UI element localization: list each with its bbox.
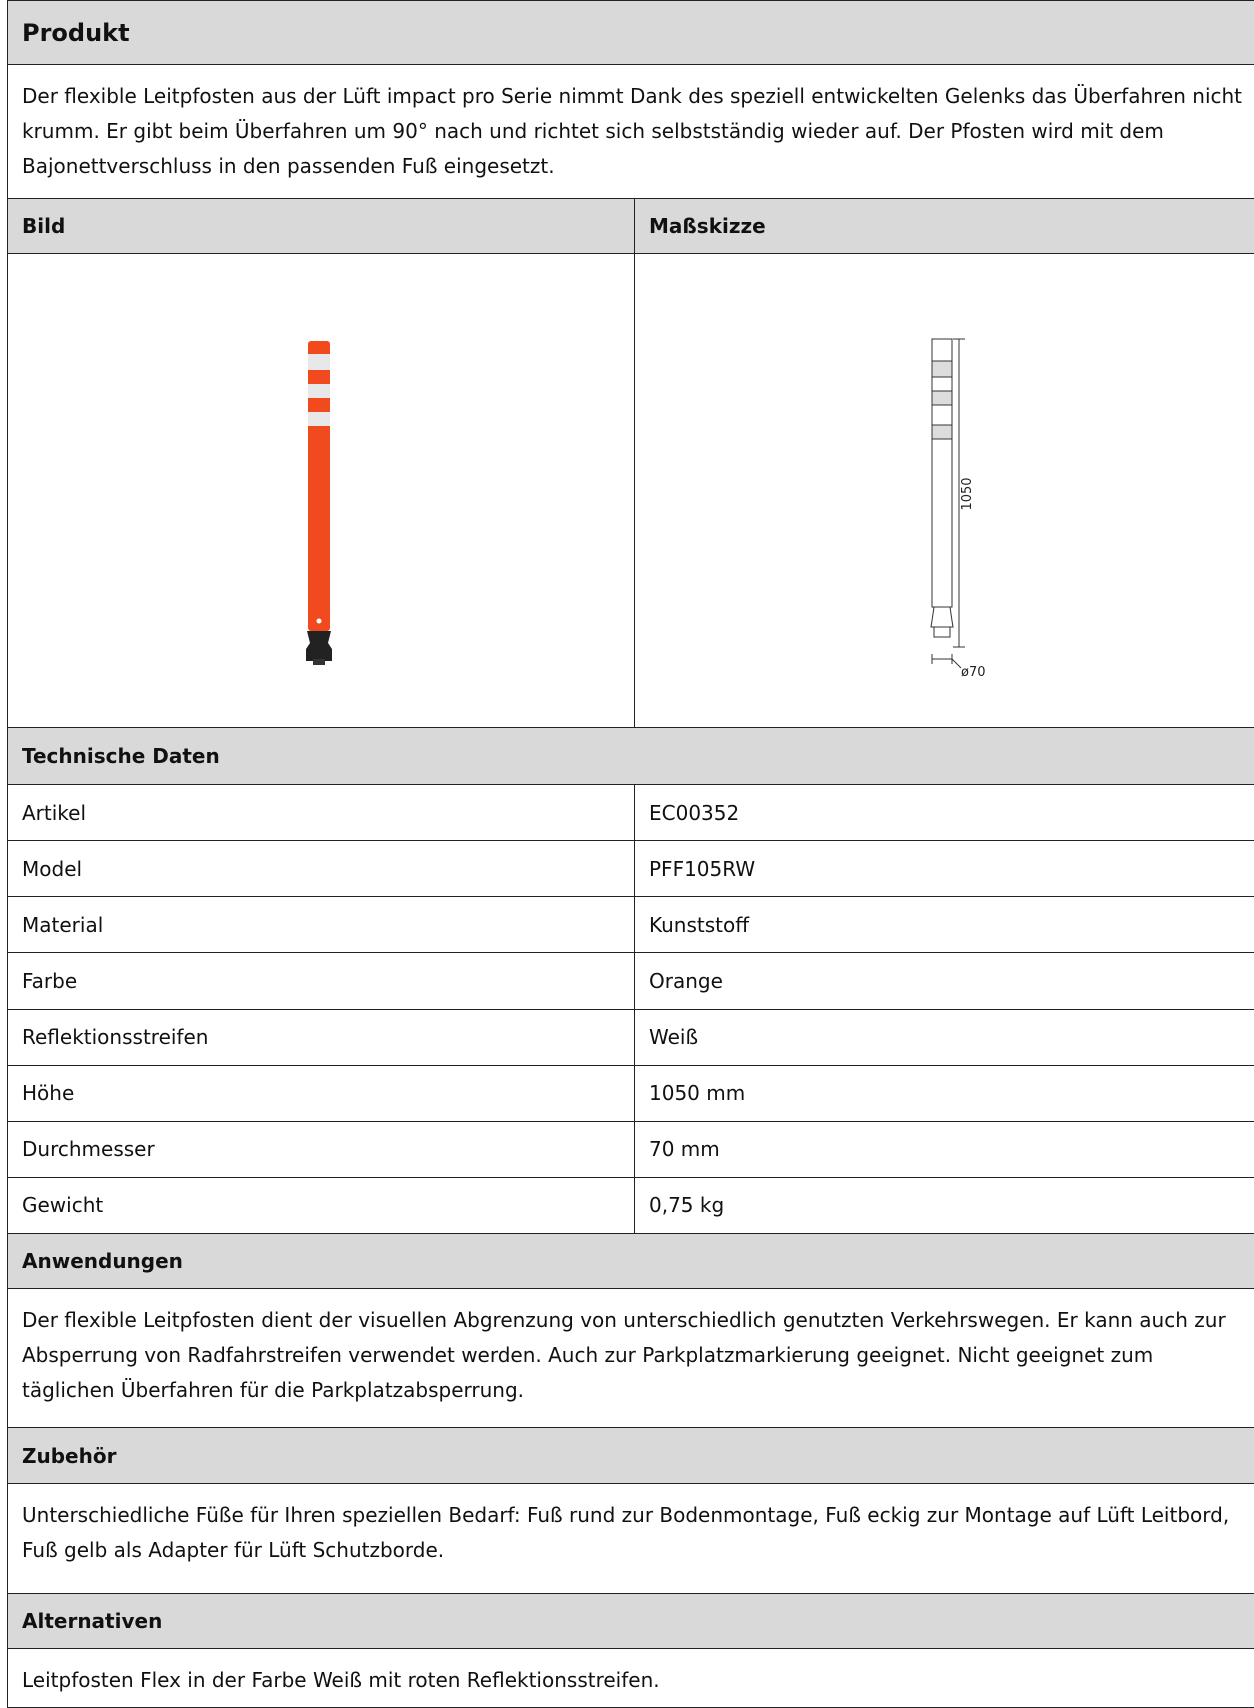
technical-title: Technische Daten bbox=[7, 727, 1254, 785]
applications-text: Der flexible Leitpfosten dient der visue… bbox=[7, 1288, 1254, 1428]
tech-label: Reflektionsstreifen bbox=[7, 1008, 635, 1066]
image-cell bbox=[7, 253, 635, 728]
tech-label: Model bbox=[7, 840, 635, 898]
tech-value: Orange bbox=[634, 952, 1254, 1010]
tech-label: Farbe bbox=[7, 952, 635, 1010]
alternatives-text: Leitpfosten Flex in der Farbe Weiß mit r… bbox=[7, 1648, 1254, 1708]
tech-value: EC00352 bbox=[634, 784, 1254, 842]
tech-value: 70 mm bbox=[634, 1120, 1254, 1178]
sketch-header: Maßskizze bbox=[634, 198, 1254, 254]
tech-label: Durchmesser bbox=[7, 1120, 635, 1178]
tech-value: Kunststoff bbox=[634, 896, 1254, 954]
header-title: Produkt bbox=[7, 0, 1254, 65]
tech-label: Material bbox=[7, 896, 635, 954]
alternatives-title: Alternativen bbox=[7, 1593, 1254, 1649]
tech-label: Höhe bbox=[7, 1064, 635, 1122]
height-label: 1050 bbox=[960, 477, 975, 510]
sketch-cell: 1050 ø70 bbox=[634, 253, 1254, 728]
tech-value: 1050 mm bbox=[634, 1064, 1254, 1122]
diameter-label: ø70 bbox=[961, 665, 986, 680]
tech-value: Weiß bbox=[634, 1008, 1254, 1066]
tech-value: PFF105RW bbox=[634, 840, 1254, 898]
description: Der flexible Leitpfosten aus der Lüft im… bbox=[7, 64, 1254, 199]
tech-label: Gewicht bbox=[7, 1176, 635, 1234]
accessories-text: Unterschiedliche Füße für Ihren speziell… bbox=[7, 1483, 1254, 1594]
accessories-title: Zubehör bbox=[7, 1427, 1254, 1484]
image-header: Bild bbox=[7, 198, 635, 254]
tech-value: 0,75 kg bbox=[634, 1176, 1254, 1234]
tech-label: Artikel bbox=[7, 784, 635, 842]
sketch: 1050 ø70 bbox=[930, 338, 986, 680]
post-image bbox=[306, 341, 332, 665]
applications-title: Anwendungen bbox=[7, 1233, 1254, 1289]
